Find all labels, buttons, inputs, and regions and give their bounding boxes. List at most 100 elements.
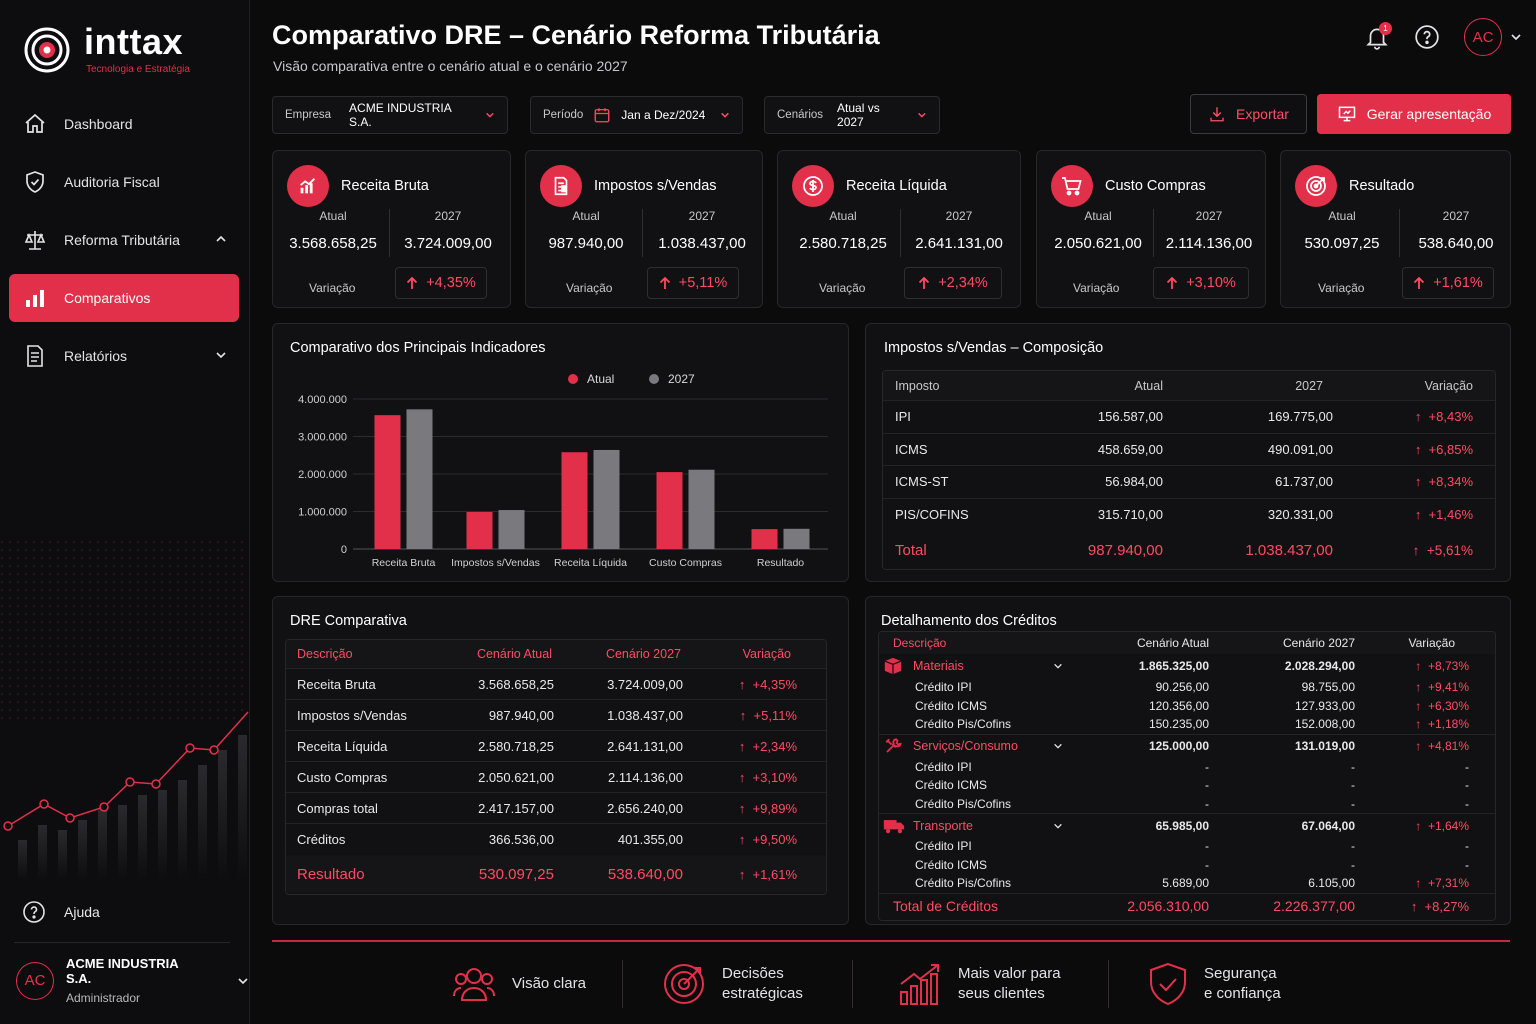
export-button[interactable]: Exportar (1190, 94, 1307, 134)
chevron-down-icon[interactable] (237, 975, 249, 987)
sidebar-item-comparativos[interactable]: Comparativos (9, 274, 239, 322)
generate-presentation-button[interactable]: Gerar apresentação (1317, 94, 1511, 134)
kpi-variacao-label: Variação (819, 281, 866, 295)
arrow-up-icon: ↑ (1412, 542, 1427, 558)
credit-group-row[interactable]: Serviços/Consumo 125.000,00 131.019,00 ↑ +4… (879, 733, 1495, 758)
table-row[interactable]: Receita Bruta 3.568.658,25 3.724.009,00 ↑ +… (286, 669, 826, 700)
credit-group-row[interactable]: Materiais 1.865.325,00 2.028.294,00 ↑ +8,73… (879, 654, 1495, 678)
kpi-title: Impostos s/Vendas (594, 178, 717, 194)
logo-target-icon (24, 27, 70, 72)
notifications-button[interactable]: 1 (1364, 22, 1392, 50)
imposto-atual: 156.587,00 (1097, 409, 1163, 425)
impostos-title: Impostos s/Vendas – Composição (884, 340, 1104, 356)
profile-menu[interactable]: AC (1464, 18, 1522, 56)
col-header: 2027 (1295, 378, 1323, 393)
col-header: Variação (742, 647, 791, 661)
chevron-down-icon (486, 112, 494, 118)
kpi-2027-value: 538.640,00 (1418, 235, 1494, 252)
arrow-up-icon: ↑ (1414, 441, 1429, 457)
dre-description: Receita Bruta (297, 676, 376, 692)
credit-item-atual: - (1205, 839, 1209, 854)
help-icon (23, 901, 45, 923)
cenarios-value: Atual vs 2027 (837, 101, 880, 129)
variation-value: +4,35% (752, 676, 797, 692)
kpi-divider (900, 209, 901, 257)
total-atual: 530.097,25 (478, 865, 554, 883)
legend-swatch (568, 374, 578, 384)
credit-item-atual: 150.235,00 (1148, 717, 1209, 732)
table-row[interactable]: Créditos 366.536,00 401.355,00 ↑ +9,50% (286, 824, 826, 855)
legend-label: 2027 (668, 372, 695, 386)
cenarios-select[interactable]: Cenários Atual vs 2027 (764, 96, 940, 134)
credit-item-2027: - (1351, 778, 1355, 793)
table-row[interactable]: Custo Compras 2.050.621,00 2.114.136,00 ↑ +… (286, 762, 826, 793)
sidebar-item-relatorios[interactable]: Relatórios (9, 332, 239, 380)
variation-value: - (1465, 759, 1469, 774)
brand-tagline: Tecnologia e Estratégia (86, 64, 190, 75)
download-icon (1210, 107, 1224, 122)
dre-2027: 2.114.136,00 (608, 769, 683, 785)
y-tick-label: 2.000.000 (298, 469, 347, 481)
chevron-down-icon[interactable] (215, 349, 227, 361)
variation-value: +8,43% (1428, 409, 1473, 425)
kpi-card-custo-compras[interactable]: Custo Compras Atual 2.050.621,00 2027 2.11… (1036, 150, 1266, 308)
brand-logo[interactable]: inttax Tecnologia e Estratégia (24, 24, 190, 75)
creditos-total-row: Total de Créditos 2.056.310,00 2.226.377… (879, 892, 1495, 919)
table-row[interactable]: ICMS 458.659,00 490.091,00 ↑ +6,85% (883, 434, 1495, 466)
credit-item-row: Crédito IPI - - - (879, 758, 1495, 777)
dre-2027: 401.355,00 (617, 832, 683, 847)
kpi-card-receita-bruta[interactable]: Receita Bruta Atual 3.568.658,25 2027 3.72… (272, 150, 511, 308)
table-row[interactable]: IPI 156.587,00 169.775,00 ↑ +8,43% (883, 401, 1495, 434)
credit-item-row: Crédito IPI - - - (879, 837, 1495, 856)
impostos-composition-panel: Impostos s/Vendas – Composição Imposto A… (865, 323, 1511, 582)
imposto-variation: ↑ +1,46% (1333, 507, 1473, 522)
table-row[interactable]: Impostos s/Vendas 987.940,00 1.038.437,00 ↑… (286, 700, 826, 731)
total-2027: 2.226.377,00 (1273, 898, 1355, 914)
target-icon (664, 964, 704, 1004)
col-header: Cenário Atual (476, 647, 552, 661)
kpi-card-impostos[interactable]: Impostos s/Vendas Atual 987.940,00 2027 1.… (525, 150, 763, 308)
user-role: Administrador (65, 991, 141, 1005)
kpi-variation: +1,61% (1433, 275, 1483, 291)
sidebar-nav: Dashboard Auditoria Fiscal Reforma Tribu… (9, 100, 239, 390)
dre-variation: ↑ +5,11% (683, 708, 797, 723)
dre-atual: 2.580.718,25 (478, 738, 554, 754)
imposto-2027: 169.775,00 (1267, 409, 1333, 425)
dre-atual: 2.050.621,00 (478, 769, 554, 785)
periodo-select[interactable]: Período Jan a Dez/2024 (530, 96, 743, 134)
help-icon[interactable] (1414, 24, 1440, 50)
sidebar-item-dashboard[interactable]: Dashboard (9, 100, 239, 148)
arrow-up-icon: ↑ (1414, 409, 1429, 425)
credit-item-variation: ↑ +7,31% (1355, 876, 1469, 890)
table-row[interactable]: PIS/COFINS 315.710,00 320.331,00 ↑ +1,46% (883, 499, 1495, 532)
chevron-up-icon[interactable] (215, 233, 227, 245)
credit-item-2027: 127.933,00 (1294, 698, 1355, 713)
sidebar-item-auditoria[interactable]: Auditoria Fiscal (9, 158, 239, 206)
credit-item-2027: - (1351, 759, 1355, 774)
arrow-up-icon (1167, 276, 1178, 289)
arrow-up-icon: ↑ (738, 769, 753, 785)
kpi-card-resultado[interactable]: Resultado Atual 530.097,25 2027 538.640,00… (1280, 150, 1511, 308)
dre-variation: ↑ +2,34% (683, 739, 797, 754)
arrow-up-icon: ↑ (1415, 876, 1428, 891)
y-tick-label: 4.000.000 (298, 394, 347, 406)
user-menu[interactable]: AC ACME INDUSTRIA S.A. Administrador (16, 956, 249, 1005)
credit-item-row: Crédito Pis/Cofins - - - (879, 795, 1495, 814)
table-row[interactable]: ICMS-ST 56.984,00 61.737,00 ↑ +8,34% (883, 466, 1495, 499)
kpi-atual-label: Atual (1328, 209, 1356, 223)
credit-group-row[interactable]: Transporte 65.985,00 67.064,00 ↑ +1,64% (879, 813, 1495, 837)
help-link[interactable]: Ajuda (22, 900, 100, 924)
sidebar-item-reforma[interactable]: Reforma Tributária (9, 216, 239, 264)
col-header: Cenário 2027 (605, 647, 681, 661)
col-header: Cenário Atual (1136, 636, 1209, 650)
imposto-variation: ↑ +6,85% (1333, 442, 1473, 457)
empresa-select[interactable]: Empresa ACME INDUSTRIA S.A. (272, 96, 508, 134)
table-row[interactable]: Receita Líquida 2.580.718,25 2.641.131,00 ↑… (286, 731, 826, 762)
arrow-up-icon: ↑ (1410, 898, 1425, 914)
imposto-variation: ↑ +8,34% (1333, 474, 1473, 489)
kpi-card-receita-liquida[interactable]: Receita Líquida Atual 2.580.718,25 2027 2.… (777, 150, 1021, 308)
table-row[interactable]: Compras total 2.417.157,00 2.656.240,00 ↑ +… (286, 793, 826, 824)
total-variation-value: +1,61% (752, 866, 797, 882)
credit-item-2027: - (1351, 796, 1355, 811)
imposto-name: PIS/COFINS (895, 507, 969, 523)
